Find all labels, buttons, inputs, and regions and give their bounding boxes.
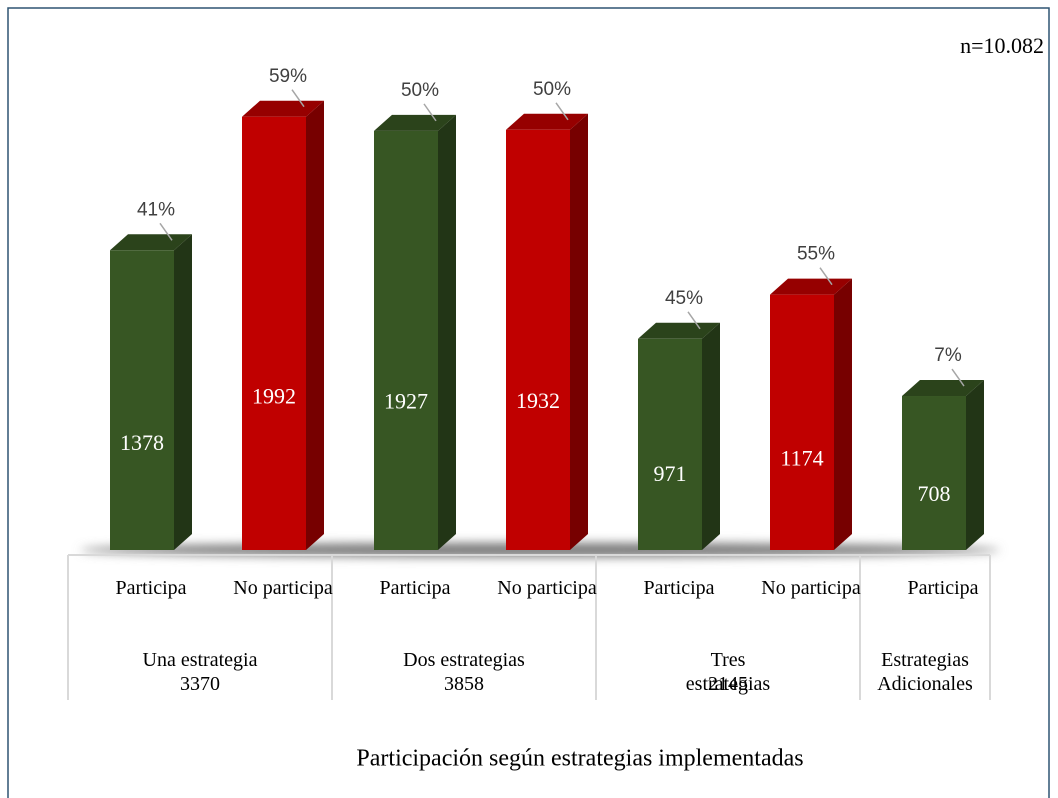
percentage-label: 50%	[533, 79, 571, 100]
percentage-label: 50%	[401, 80, 439, 101]
annotation: n=10.082	[960, 33, 1044, 58]
group-label: Dos estrategias	[403, 649, 525, 671]
value-label: 708	[918, 481, 951, 506]
category-label: Participa	[907, 577, 979, 599]
leader-line	[951, 368, 965, 387]
value-label: 1932	[516, 388, 560, 413]
bar-side	[702, 322, 720, 550]
bar-front	[638, 338, 702, 550]
leader-line	[819, 267, 833, 286]
percentage-label: 41%	[137, 199, 175, 220]
bar-side	[570, 113, 588, 550]
bar-front	[902, 396, 966, 550]
bar-front	[506, 129, 570, 551]
bar-front	[242, 116, 306, 551]
group-label: Tres estrategias	[685, 649, 771, 695]
category-label: No participa	[761, 577, 861, 599]
group-label: Estrategias Adicionales	[877, 649, 973, 695]
bar	[374, 114, 456, 550]
bar	[902, 380, 984, 550]
category-label: No participa	[233, 577, 333, 599]
bar-front	[374, 130, 438, 550]
group-total: 3858	[444, 673, 484, 695]
category-label: Participa	[379, 577, 451, 599]
bar-side	[834, 278, 852, 550]
category-label: Participa	[643, 577, 715, 599]
leader-line	[687, 311, 701, 330]
bar	[770, 278, 852, 550]
percentage-label: 7%	[934, 345, 962, 366]
bar-front	[770, 294, 834, 550]
bar-side	[438, 114, 456, 550]
value-label: 1992	[252, 383, 296, 408]
category-label: No participa	[497, 577, 597, 599]
leader-line	[291, 89, 305, 108]
percentage-label: 45%	[665, 288, 703, 309]
value-label: 1378	[120, 430, 164, 455]
frame	[7, 7, 1050, 798]
group-label: Una estrategia	[142, 649, 258, 671]
bar	[506, 113, 588, 551]
value-label: 971	[654, 461, 687, 486]
group-total: 3370	[180, 673, 220, 695]
group-total: 2145	[708, 673, 748, 695]
bar	[110, 234, 192, 550]
leader-line	[159, 222, 173, 241]
percentage-label: 59%	[269, 66, 307, 87]
leader-line	[423, 103, 437, 122]
category-label: Participa	[115, 577, 187, 599]
bar-side	[174, 234, 192, 550]
value-label: 1174	[780, 446, 823, 471]
percentage-label: 55%	[797, 244, 835, 265]
bar	[242, 100, 324, 551]
leader-line	[555, 102, 569, 121]
bar-front	[110, 250, 174, 550]
bar	[638, 322, 720, 550]
bar-side	[966, 380, 984, 550]
bar-side	[306, 100, 324, 551]
chart-title: Participación según estrategias implemen…	[356, 746, 803, 772]
value-label: 1927	[384, 388, 428, 413]
